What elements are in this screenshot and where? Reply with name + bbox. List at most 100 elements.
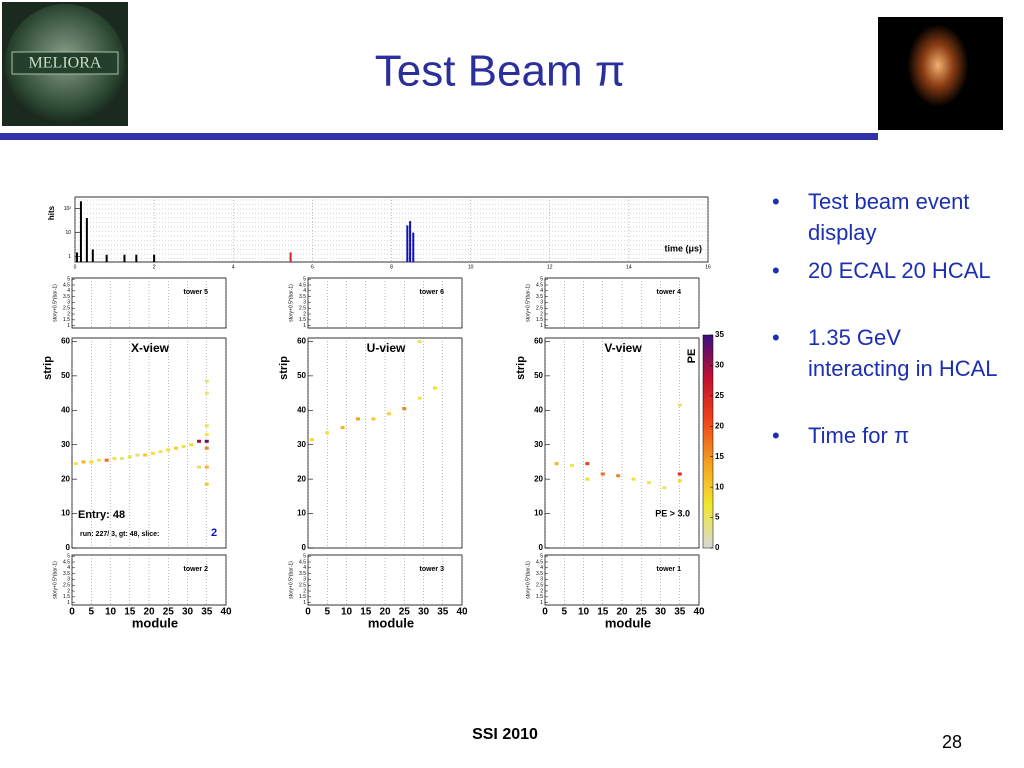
tower-y-tick: 1.5	[63, 317, 70, 323]
tower-y-tick: 5	[540, 553, 543, 559]
tower-y-tick: 1.5	[299, 594, 306, 600]
tower-y-tick: 4.5	[63, 282, 70, 288]
hit	[677, 403, 682, 407]
tower-y-tick: 4	[303, 565, 306, 571]
timing-hit	[85, 218, 88, 262]
hit	[325, 431, 330, 435]
hit	[73, 462, 78, 466]
tower-y-tick: 4.5	[299, 559, 306, 565]
tower-y-tick: 5	[303, 553, 306, 559]
view-y-tick: 40	[534, 405, 543, 414]
tower-y-tick: 1.5	[536, 594, 543, 600]
hit	[104, 458, 109, 462]
tower-y-tick: 1	[67, 600, 70, 606]
tower-y-tick: 4	[540, 288, 543, 294]
timing-hit	[153, 254, 156, 262]
view-y-tick: 30	[61, 440, 70, 449]
tower-y-tick: 2.5	[299, 583, 306, 589]
hit	[585, 462, 590, 466]
view-x-tick: 5	[324, 607, 330, 618]
hit	[143, 453, 148, 457]
colorbar	[702, 334, 714, 549]
view-y-label: strip	[515, 356, 527, 380]
colorbar-tick: 10	[715, 482, 724, 491]
hit	[569, 463, 574, 467]
hit	[158, 450, 163, 454]
hit	[120, 456, 125, 460]
colorbar-tick: 5	[715, 513, 720, 522]
tower-y-tick: 2	[303, 311, 306, 317]
hit	[166, 448, 171, 452]
view-x-tick: 0	[305, 607, 311, 618]
colorbar-label: PE	[686, 349, 698, 364]
tower-y-tick: 4	[67, 565, 70, 571]
entry: Entry: 48	[78, 509, 125, 521]
tower-y-tick: 2	[303, 588, 306, 594]
footer-event: SSI 2010	[472, 726, 538, 743]
view-x-tick: 20	[143, 607, 155, 618]
hit	[150, 451, 155, 455]
tower-y-label: story+0.5*(bar-1)	[288, 284, 294, 322]
colorbar-tick: 30	[715, 361, 724, 370]
timing-y-tick: 10²	[64, 206, 72, 212]
view-x-tick: 35	[674, 607, 686, 618]
view-name: X-view	[131, 341, 170, 355]
view-x-tick: 25	[636, 607, 648, 618]
hit	[662, 486, 667, 490]
view-y-tick: 60	[297, 337, 306, 346]
tower-y-tick: 4.5	[536, 559, 543, 565]
tower-y-tick: 2	[67, 588, 70, 594]
view-x-tick: 35	[201, 607, 213, 618]
view-x-tick: 5	[561, 607, 567, 618]
colorbar-tick: 35	[715, 330, 724, 339]
view-y-tick: 0	[66, 543, 71, 552]
hit	[204, 446, 209, 450]
view-x-tick: 20	[379, 607, 391, 618]
view-x-tick: 35	[437, 607, 449, 618]
timing-hit	[289, 252, 292, 262]
timing-hit	[412, 232, 415, 262]
pe-cut: PE > 3.0	[655, 508, 690, 518]
view-y-tick: 10	[297, 509, 306, 518]
colorbar-tick: 20	[715, 421, 724, 430]
view-y-tick: 0	[302, 543, 307, 552]
portrait-face	[904, 24, 972, 116]
hit	[135, 453, 140, 457]
tower-y-tick: 3	[540, 577, 543, 583]
hit	[554, 462, 559, 466]
hit	[309, 438, 314, 442]
tower-y-tick: 2	[540, 311, 543, 317]
view-x-tick: 5	[88, 607, 94, 618]
view-x-tick: 15	[124, 607, 136, 618]
hit	[585, 477, 590, 481]
timing-hit	[105, 254, 108, 262]
tower-y-tick: 4.5	[63, 559, 70, 565]
view-x-tick: 0	[542, 607, 548, 618]
hit	[677, 472, 682, 476]
view-y-tick: 20	[534, 474, 543, 483]
timing-x-tick: 12	[547, 264, 553, 270]
timing-hit	[135, 254, 138, 262]
hit	[356, 417, 361, 421]
tower-y-tick: 3	[303, 300, 306, 306]
tower-y-label: story+0.5*(bar-1)	[525, 561, 531, 599]
tower-y-tick: 3	[67, 300, 70, 306]
timing-hit	[406, 225, 409, 262]
tower-y-tick: 2	[540, 588, 543, 594]
logo-band	[11, 51, 119, 75]
colorbar-tick: 25	[715, 391, 724, 400]
timing-hit	[75, 252, 78, 262]
tower-y-tick: 3.5	[63, 294, 70, 300]
hit	[631, 477, 636, 481]
timing-x-tick: 2	[153, 264, 156, 270]
hit	[96, 458, 101, 462]
run-info: run: 227/ 3, gt: 48, slice:	[80, 531, 159, 538]
tower-y-tick: 4.5	[536, 282, 543, 288]
tower-y-tick: 4	[67, 288, 70, 294]
view-y-tick: 50	[61, 371, 70, 380]
hit	[173, 446, 178, 450]
tower-y-tick: 2	[67, 311, 70, 317]
view-y-tick: 50	[534, 371, 543, 380]
view-x-label: module	[132, 615, 178, 630]
